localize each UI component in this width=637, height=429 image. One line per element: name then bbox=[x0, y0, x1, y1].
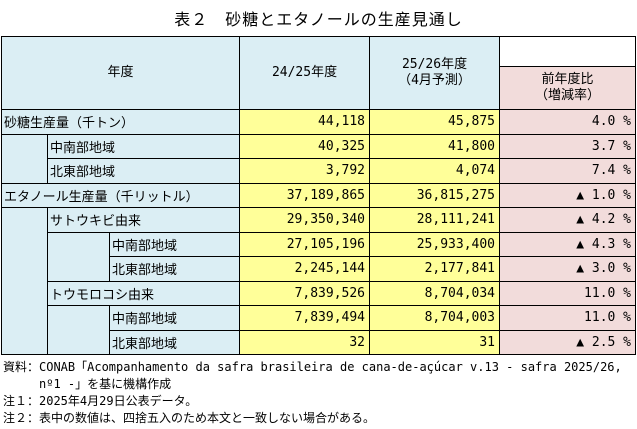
note-1: 注１：2025年4月29日公表データ。 bbox=[3, 394, 198, 408]
ratio-value: ▲ 2.5 % bbox=[499, 329, 637, 355]
production-table: 年度 24/25年度 25/26年度 （4月予測） 前年度比 （増減率） 砂糖生… bbox=[0, 36, 637, 355]
row-label: 砂糖生産量（千トン） bbox=[0, 109, 241, 135]
ratio-value: 11.0 % bbox=[499, 280, 637, 306]
value-2425: 7,839,494 bbox=[239, 305, 371, 331]
col-2526-header-line1: 25/26年度 bbox=[401, 57, 468, 72]
notes: 資料：CONAB「Acompanhamento da safra brasile… bbox=[3, 359, 635, 427]
ratio-value: 3.7 % bbox=[499, 133, 637, 159]
table-row: 北東部地域 3,792 4,074 7.4 % bbox=[2, 158, 637, 184]
ratio-value: 11.0 % bbox=[499, 305, 637, 331]
indent-cell bbox=[1, 134, 48, 184]
row-label: 北東部地域 bbox=[108, 256, 241, 282]
ratio-header-line2: （増減率） bbox=[535, 88, 601, 103]
indent-cell bbox=[1, 207, 48, 355]
row-label: 中南部地域 bbox=[46, 133, 241, 159]
table-title: 表２ 砂糖とエタノールの生産見通し bbox=[174, 10, 463, 29]
table-row: 中南部地域 27,105,196 25,933,400 ▲ 4.3 % bbox=[2, 231, 637, 282]
value-2425: 3,792 bbox=[239, 158, 371, 184]
header-row-1: 年度 24/25年度 25/26年度 （4月予測） bbox=[0, 36, 637, 110]
year-header: 年度 bbox=[0, 36, 241, 110]
indent-cell bbox=[47, 232, 110, 282]
ratio-value: 7.4 % bbox=[499, 158, 637, 184]
table-row: 中南部地域 7,839,494 8,704,003 11.0 % bbox=[2, 305, 637, 355]
row-label: 北東部地域 bbox=[108, 329, 241, 355]
value-2526: 45,875 bbox=[369, 109, 501, 135]
row-label: 北東部地域 bbox=[46, 158, 241, 184]
value-2526: 31 bbox=[369, 329, 501, 355]
header-row-2: 前年度比 （増減率） bbox=[2, 66, 637, 110]
ratio-header: 前年度比 （増減率） bbox=[499, 66, 637, 110]
ratio-value: ▲ 1.0 % bbox=[499, 182, 637, 208]
value-2425: 44,118 bbox=[239, 109, 371, 135]
col-2526-header-line2: （4月予測） bbox=[398, 73, 471, 88]
col-2526-header: 25/26年度 （4月予測） bbox=[369, 36, 501, 110]
value-2526: 8,704,003 bbox=[369, 305, 501, 331]
source-note-continued: nº1 -」を基に機構作成 bbox=[39, 377, 172, 391]
value-2425: 27,105,196 bbox=[239, 231, 371, 257]
ratio-value: ▲ 4.2 % bbox=[499, 207, 637, 233]
value-2425: 37,189,865 bbox=[239, 182, 371, 208]
value-2526: 2,177,841 bbox=[369, 256, 501, 282]
ratio-value: ▲ 4.3 % bbox=[499, 231, 637, 257]
table-row: 北東部地域 32 31 ▲ 2.5 % bbox=[2, 329, 637, 355]
indent-cell bbox=[47, 305, 110, 355]
value-2425: 32 bbox=[239, 329, 371, 355]
row-label: 中南部地域 bbox=[108, 305, 241, 331]
col-2425-header: 24/25年度 bbox=[239, 36, 371, 110]
ratio-value: ▲ 3.0 % bbox=[499, 256, 637, 282]
row-label: エタノール生産量（千リットル） bbox=[0, 182, 241, 208]
value-2526: 25,933,400 bbox=[369, 231, 501, 257]
value-2425: 7,839,526 bbox=[239, 280, 371, 306]
source-note: 資料：CONAB「Acompanhamento da safra brasile… bbox=[3, 360, 622, 374]
row-label: トウモロコシ由来 bbox=[46, 280, 241, 306]
value-2425: 40,325 bbox=[239, 133, 371, 159]
ratio-value: 4.0 % bbox=[499, 109, 637, 135]
value-2526: 8,704,034 bbox=[369, 280, 501, 306]
table-row: 砂糖生産量（千トン） 44,118 45,875 4.0 % bbox=[0, 109, 637, 135]
table-row: トウモロコシ由来 7,839,526 8,704,034 11.0 % bbox=[2, 280, 637, 306]
table-row: エタノール生産量（千リットル） 37,189,865 36,815,275 ▲ … bbox=[0, 182, 637, 208]
row-label: サトウキビ由来 bbox=[46, 207, 241, 233]
value-2425: 2,245,144 bbox=[239, 256, 371, 282]
ratio-header-line1: 前年度比 bbox=[541, 72, 594, 87]
note-2: 注２：表中の数値は、四捨五入のため本文と一致しない場合がある。 bbox=[3, 411, 376, 425]
value-2425: 29,350,340 bbox=[239, 207, 371, 233]
value-2526: 28,111,241 bbox=[369, 207, 501, 233]
value-2526: 4,074 bbox=[369, 158, 501, 184]
table-row: サトウキビ由来 29,350,340 28,111,241 ▲ 4.2 % bbox=[1, 207, 637, 355]
value-2526: 41,800 bbox=[369, 133, 501, 159]
row-label: 中南部地域 bbox=[108, 231, 241, 257]
value-2526: 36,815,275 bbox=[369, 182, 501, 208]
header-spacer bbox=[499, 36, 637, 67]
table-row: 中南部地域 40,325 41,800 3.7 % bbox=[1, 133, 637, 184]
table-row: 北東部地域 2,245,144 2,177,841 ▲ 3.0 % bbox=[2, 256, 637, 282]
